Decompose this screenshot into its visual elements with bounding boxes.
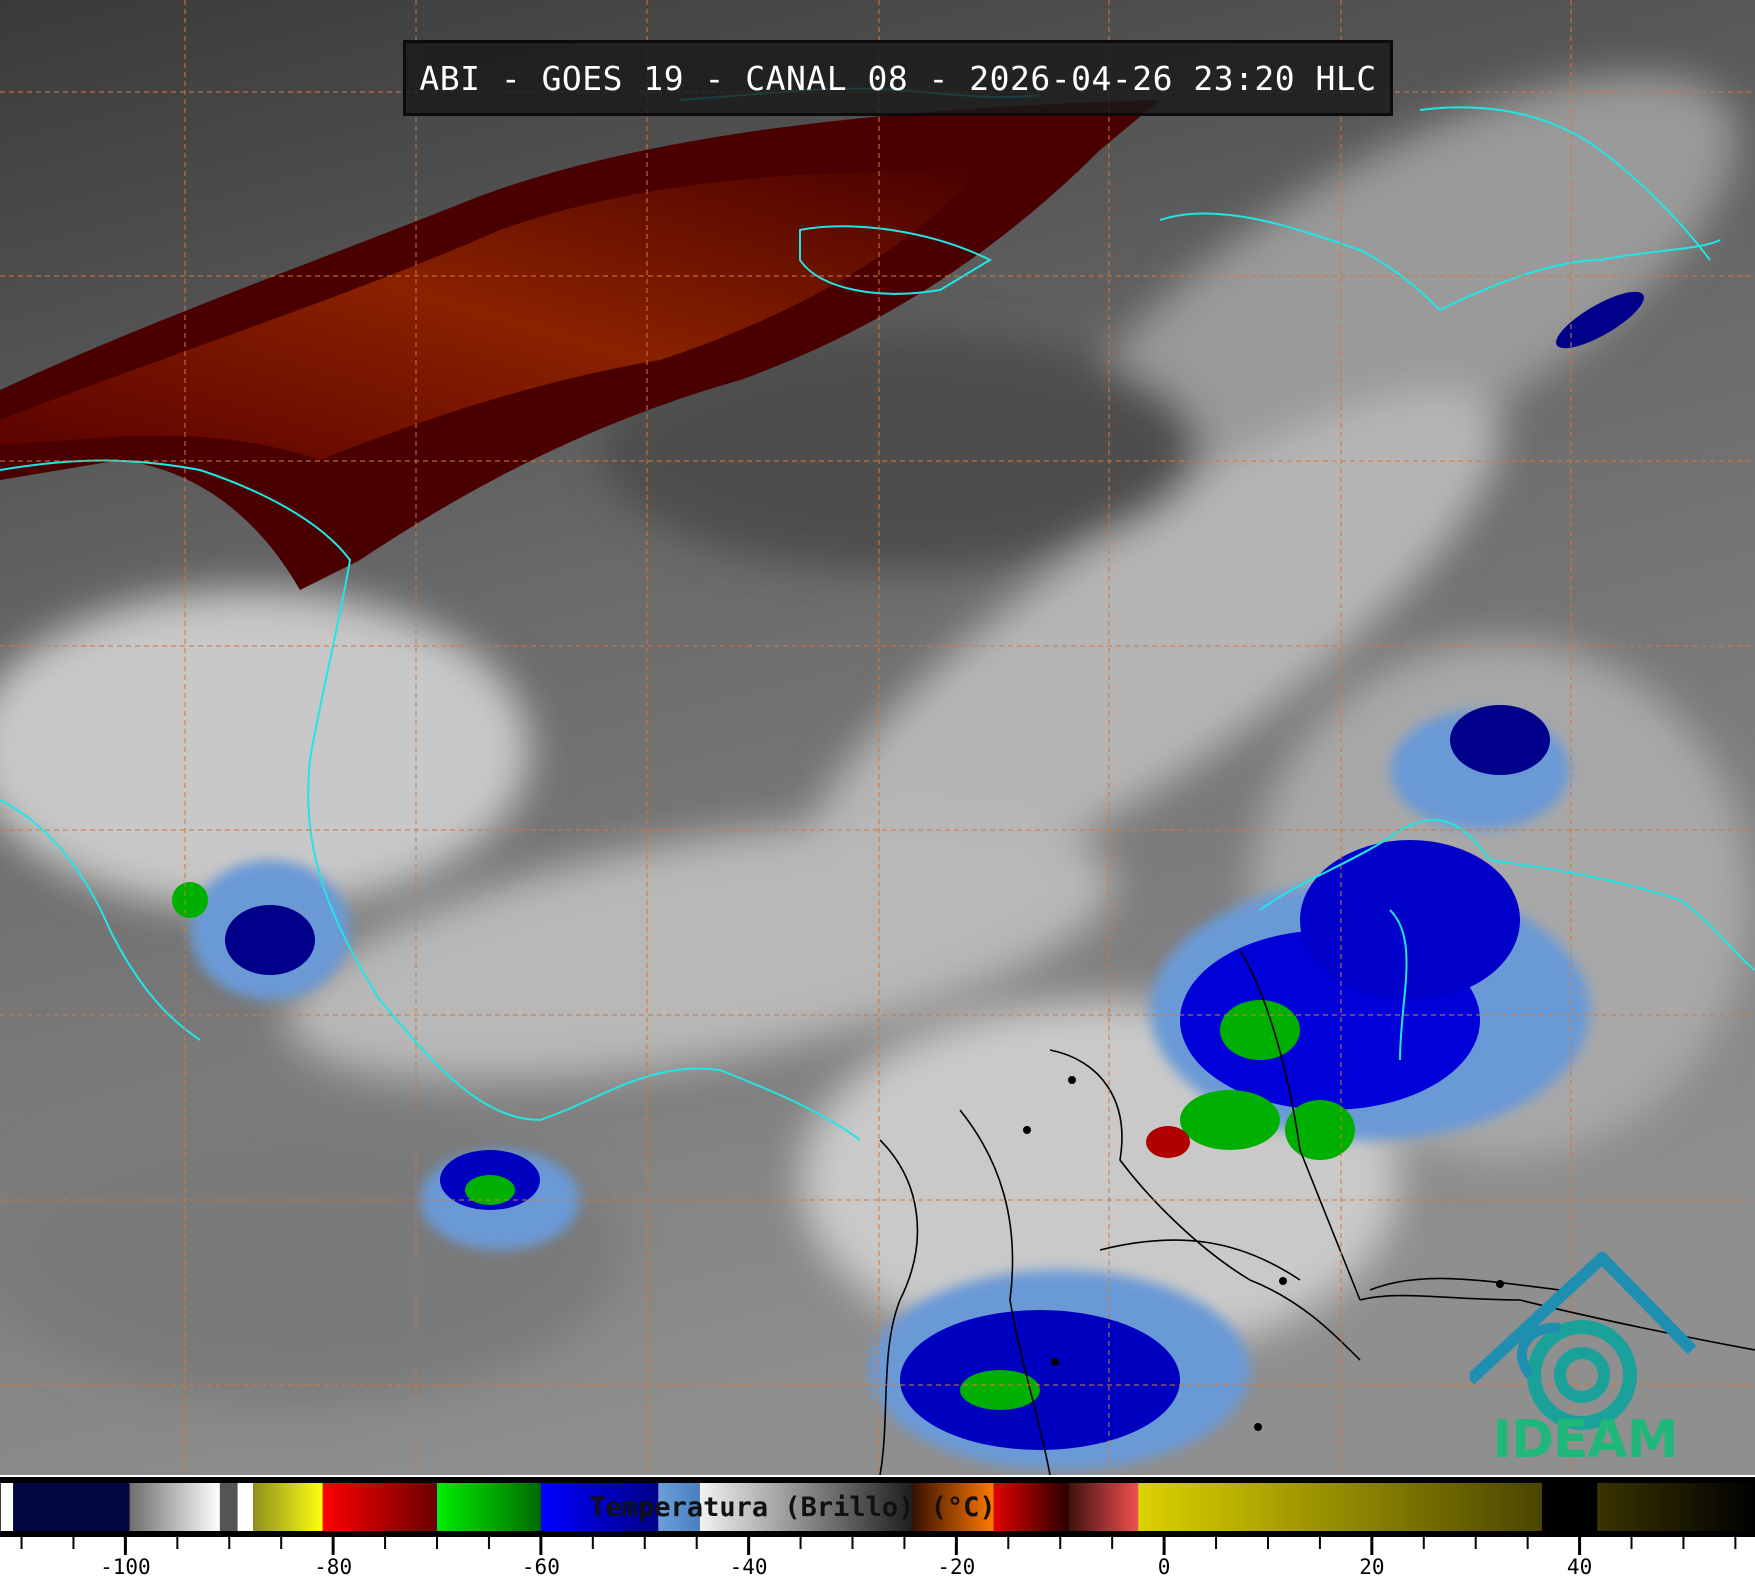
colorbar-axis: -100 -80 -60 -40 -20 0 20 40 bbox=[20, 1537, 1737, 1577]
colorbar-segment bbox=[253, 1483, 323, 1531]
cloud-brightness-field bbox=[0, 74, 1750, 1400]
ideam-logo-text: IDEAM bbox=[1492, 1410, 1678, 1470]
tick-label: -60 bbox=[522, 1555, 560, 1577]
ideam-logo-mark bbox=[1470, 1252, 1697, 1430]
lat-lon-grid bbox=[0, 0, 1755, 1475]
coastlines bbox=[0, 87, 1755, 1141]
colorbar-segment bbox=[322, 1483, 438, 1531]
image-title: ABI - GOES 19 - CANAL 08 - 2026-04-26 23… bbox=[403, 40, 1393, 116]
tick-label: -80 bbox=[314, 1555, 352, 1577]
colorbar-frame bbox=[0, 1477, 1755, 1537]
country-borders bbox=[879, 949, 1755, 1475]
tick-label: -40 bbox=[730, 1555, 768, 1577]
satellite-map bbox=[0, 0, 1755, 1475]
tick-label: -100 bbox=[100, 1555, 151, 1577]
colorbar-segment bbox=[1068, 1483, 1139, 1531]
colorbar-segment bbox=[13, 1483, 130, 1531]
tick-label: 0 bbox=[1158, 1555, 1171, 1577]
colorbar-segment bbox=[1138, 1483, 1543, 1531]
colorbar-segment bbox=[0, 1483, 14, 1531]
convective-clouds bbox=[172, 291, 1644, 1470]
colorbar: Temperatura (Brillo) (°C) -100 -80 -60 -40-… bbox=[0, 1475, 1755, 1577]
colorbar-segment bbox=[1597, 1483, 1755, 1531]
colorbar-segment bbox=[993, 1483, 1069, 1531]
colorbar-segment bbox=[912, 1483, 994, 1531]
tick-label: 20 bbox=[1359, 1555, 1384, 1577]
colorbar-segments bbox=[0, 1483, 1755, 1531]
colorbar-segment bbox=[658, 1483, 700, 1531]
colorbar-segment bbox=[237, 1483, 254, 1531]
tick-label: -20 bbox=[937, 1555, 975, 1577]
colorbar-segment bbox=[699, 1483, 913, 1531]
colorbar-segment bbox=[437, 1483, 541, 1531]
colorbar-segment bbox=[540, 1483, 659, 1531]
cold-cloud-band bbox=[0, 100, 1160, 590]
city-markers bbox=[1023, 1076, 1504, 1431]
colorbar-segment bbox=[1542, 1483, 1598, 1531]
colorbar-segment bbox=[129, 1483, 220, 1531]
colorbar-segment bbox=[219, 1483, 238, 1531]
tick-label: 40 bbox=[1567, 1555, 1592, 1577]
